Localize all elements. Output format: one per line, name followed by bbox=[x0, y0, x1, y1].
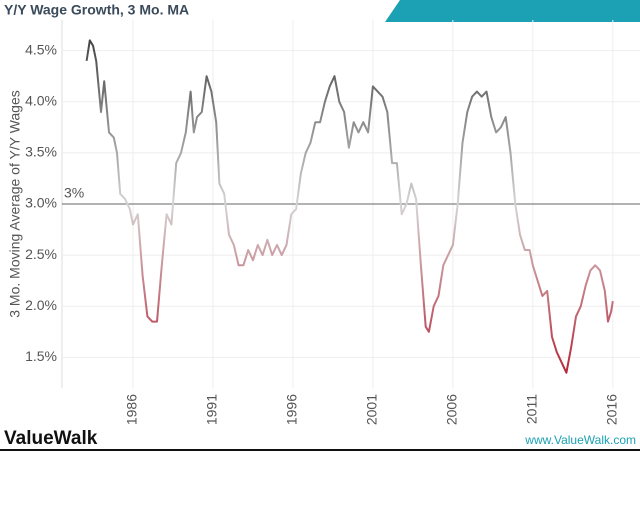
x-tick-label: 1991 bbox=[204, 394, 220, 425]
x-tick-label: 2011 bbox=[524, 394, 540, 424]
x-tick-label: 1986 bbox=[124, 394, 140, 425]
brand: ValueWalk bbox=[4, 428, 98, 449]
y-axis-label: 3 Mo. Moving Average of Y/Y Wages bbox=[7, 90, 23, 318]
x-tick-label: 2001 bbox=[364, 394, 380, 425]
banner bbox=[385, 0, 640, 22]
url: www.ValueWalk.com bbox=[524, 433, 636, 447]
x-tick-label: 2016 bbox=[604, 394, 620, 425]
y-tick-label: 1.5% bbox=[25, 348, 57, 364]
x-tick-label: 2006 bbox=[444, 394, 460, 425]
y-tick-label: 2.0% bbox=[25, 297, 57, 313]
y-tick-label: 3.5% bbox=[25, 144, 57, 160]
y-tick-label: 4.5% bbox=[25, 41, 57, 57]
reference-label: 3% bbox=[64, 185, 84, 201]
y-tick-label: 4.0% bbox=[25, 92, 57, 108]
chart-title: Y/Y Wage Growth, 3 Mo. MA bbox=[4, 2, 189, 18]
x-tick-label: 1996 bbox=[284, 394, 300, 425]
data-line bbox=[85, 39, 614, 374]
y-tick-label: 3.0% bbox=[25, 195, 57, 211]
y-tick-label: 2.5% bbox=[25, 246, 57, 262]
